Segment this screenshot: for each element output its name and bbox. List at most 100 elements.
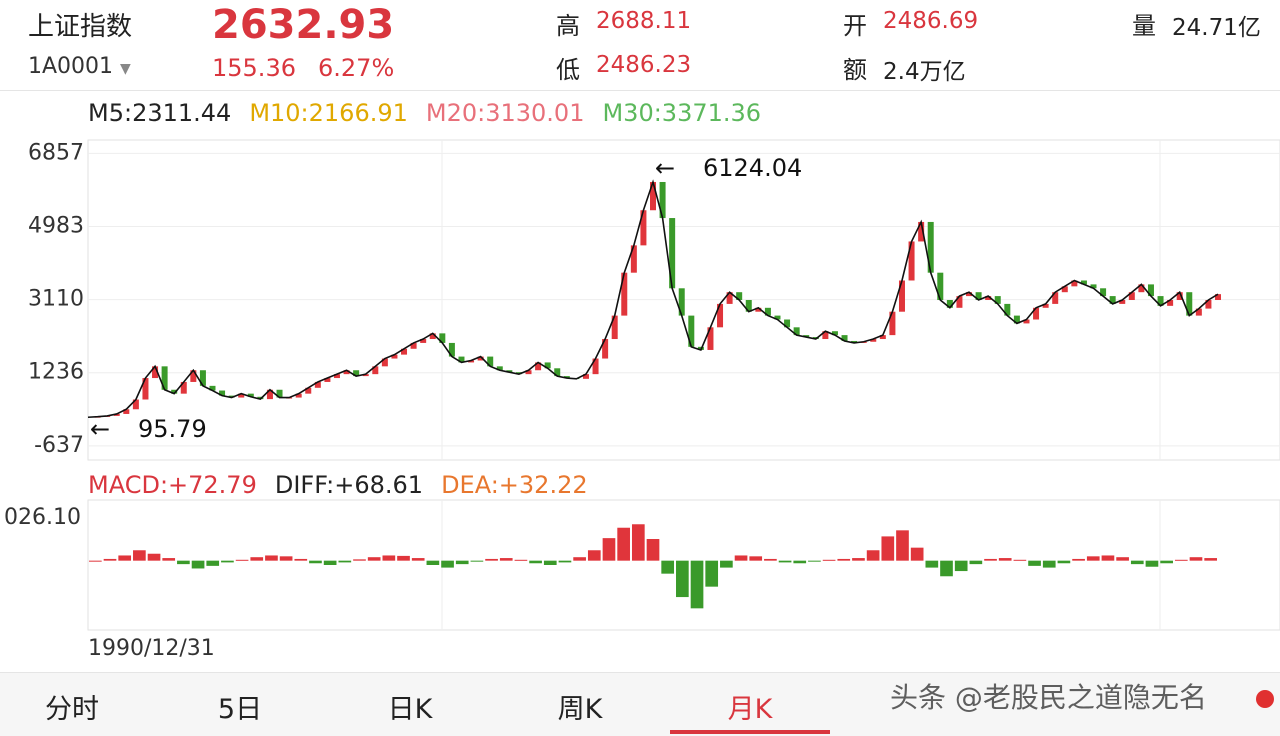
candle (774, 315, 781, 320)
macd-bar (338, 560, 352, 563)
candle (745, 300, 752, 312)
macd-bar (940, 560, 953, 577)
candle (630, 245, 637, 273)
candle (525, 370, 532, 375)
candle (1033, 307, 1040, 320)
candle (314, 381, 321, 388)
y-tick-label: 6857 (28, 140, 84, 165)
macd-bar (426, 560, 440, 565)
candle (132, 399, 139, 410)
candle (228, 395, 235, 398)
candle (946, 300, 953, 308)
macd-bar (514, 559, 528, 561)
candle (487, 356, 494, 367)
macd-bar (734, 555, 748, 561)
tab[interactable]: 月K (727, 694, 773, 725)
candle (726, 292, 733, 304)
macd-bar (118, 555, 132, 561)
macd-bar (89, 560, 102, 562)
tab[interactable]: 分时 (45, 694, 99, 725)
candle (113, 413, 120, 416)
change-pct: 6.27% (318, 54, 395, 82)
macd-bar (808, 560, 821, 562)
quote-label: 低 (556, 56, 580, 84)
candle (1109, 296, 1116, 304)
candle (448, 342, 455, 357)
macd-bar (309, 560, 322, 564)
macd-bar (147, 553, 161, 561)
macd-bar (499, 558, 513, 561)
macd-bar (323, 560, 337, 565)
candle (1042, 303, 1049, 308)
candle (784, 319, 791, 328)
candle (563, 376, 570, 379)
candle (1176, 292, 1183, 300)
macd-bar (984, 558, 997, 561)
candle (851, 340, 858, 343)
macd-bar (397, 555, 410, 561)
candle (199, 370, 206, 386)
candle (1157, 296, 1164, 306)
candle (841, 335, 848, 341)
quote-value: 24.71亿 (1172, 15, 1261, 41)
index-code[interactable]: 1A0001 ▼ (28, 54, 131, 79)
change: 155.36 (212, 54, 296, 82)
candle (171, 389, 178, 394)
candle (755, 307, 762, 312)
candle (1004, 303, 1011, 316)
macd-scale: 026.10 (4, 505, 81, 530)
candle (736, 292, 743, 300)
tab[interactable]: 日K (387, 694, 433, 725)
candle (401, 348, 408, 355)
candle (707, 327, 714, 350)
quote-label: 开 (843, 12, 867, 40)
candle (477, 356, 484, 361)
macd-bar (133, 550, 146, 561)
candle (123, 409, 130, 414)
macd-bar (690, 560, 704, 609)
candle (1205, 300, 1212, 309)
candle (956, 296, 963, 308)
candle (1215, 294, 1221, 300)
candle (247, 393, 254, 397)
candle (429, 333, 436, 340)
indicator-label: MACD:+72.79 (88, 471, 257, 499)
quote-value: 2.4万亿 (883, 59, 966, 85)
tab[interactable]: 周K (557, 694, 603, 725)
macd-bar (1013, 559, 1027, 561)
macd-bar (294, 558, 308, 561)
macd-bar (705, 560, 719, 587)
macd-bar (1042, 560, 1056, 568)
candle (391, 354, 398, 359)
candle (870, 339, 877, 342)
candle (142, 378, 149, 400)
candle (515, 372, 522, 375)
candle (822, 331, 829, 340)
quote-value: 2688.11 (596, 8, 692, 34)
candle (621, 272, 628, 316)
candle (180, 381, 187, 394)
macd-bar (441, 560, 454, 568)
macd-bar (558, 560, 572, 563)
candle (266, 389, 273, 400)
macd-bar (778, 560, 792, 563)
macd-bar (103, 558, 117, 561)
macd-bar (631, 524, 645, 561)
candle (1100, 288, 1107, 297)
candle (190, 370, 197, 382)
candle (1195, 308, 1202, 316)
dropdown-icon: ▼ (120, 61, 131, 77)
candle (468, 360, 475, 363)
chart: M5:2311.44 M10:2166.91 M20:3130.01 M30:3371… (4, 99, 1280, 661)
candle (152, 366, 159, 379)
code-text: 1A0001 (28, 54, 114, 79)
annotation-label: 95.79 (138, 415, 207, 443)
tab[interactable]: 5日 (217, 694, 263, 725)
candle (1080, 280, 1087, 285)
candle (506, 370, 513, 373)
candle (305, 387, 312, 394)
candle (1090, 284, 1097, 289)
candle (362, 374, 369, 377)
y-tick-label: 3110 (28, 287, 84, 312)
candle (669, 218, 676, 289)
